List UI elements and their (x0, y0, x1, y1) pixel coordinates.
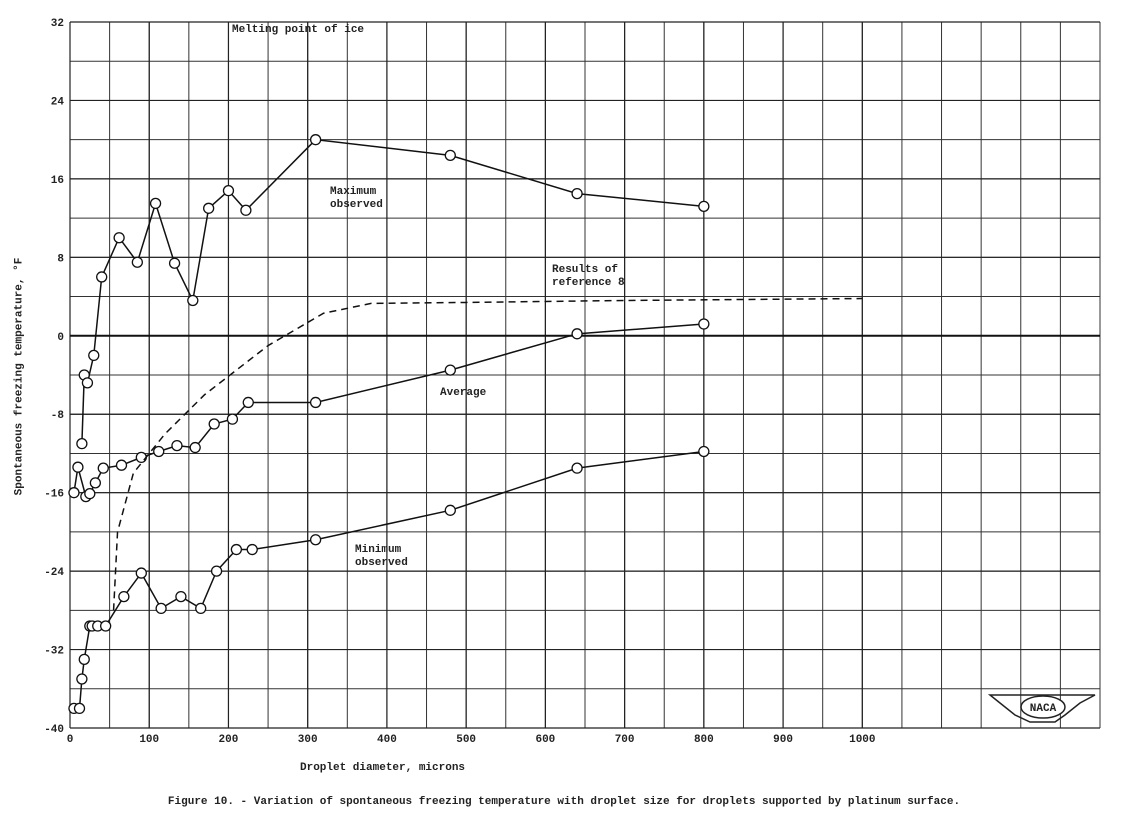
data-point (246, 543, 258, 556)
data-point (88, 349, 100, 362)
y-tick-label: 32 (51, 18, 64, 30)
data-point (97, 462, 109, 474)
data-point (309, 396, 322, 409)
data-point (571, 187, 583, 200)
logo-text: NACA (1030, 703, 1057, 715)
data-point (444, 364, 456, 376)
data-point (96, 271, 108, 283)
data-point (135, 451, 147, 464)
logo-oval (1020, 695, 1066, 719)
data-point (118, 590, 130, 603)
data-point (89, 477, 102, 489)
data-point (444, 504, 456, 516)
data-point (100, 620, 112, 632)
x-tick-label: 0 (67, 734, 74, 746)
y-tick-label: 8 (57, 253, 64, 265)
data-point (698, 445, 710, 458)
series-label: Maximum observed (330, 186, 383, 211)
data-point (155, 602, 167, 615)
data-point (131, 256, 143, 268)
series-label: Minimum observed (355, 544, 408, 569)
data-point (203, 202, 215, 214)
data-point (72, 461, 84, 473)
data-point (153, 445, 165, 458)
data-point (189, 441, 201, 454)
series-line (73, 450, 704, 710)
x-tick-label: 1000 (849, 734, 875, 746)
data-point (76, 673, 88, 685)
series-line (73, 323, 704, 498)
data-point (149, 197, 162, 210)
annotation: Melting point of ice (232, 24, 365, 36)
data-point (168, 257, 181, 269)
x-tick-label: 100 (139, 734, 159, 746)
data-point (571, 462, 583, 474)
data-point (68, 487, 80, 499)
data-point (187, 294, 199, 307)
y-tick-label: 16 (51, 175, 64, 187)
x-tick-label: 200 (219, 734, 239, 746)
data-point (171, 439, 183, 452)
data-point (309, 134, 322, 146)
data-point (226, 413, 239, 425)
naca-logo: NACA (987, 694, 1096, 723)
data-point (242, 396, 254, 409)
y-tick-label: 0 (57, 332, 64, 344)
data-point (135, 567, 147, 579)
series-label: Average (440, 387, 487, 399)
x-tick-label: 400 (377, 734, 397, 746)
x-tick-label: 500 (456, 734, 476, 746)
logo-wings (987, 694, 1096, 723)
y-tick-label: -8 (51, 410, 65, 422)
data-point (230, 543, 243, 556)
data-point (73, 702, 86, 715)
data-point (113, 232, 125, 244)
y-axis-label: Spontaneous freezing temperature, °F (13, 257, 26, 496)
data-point (175, 590, 187, 603)
y-tick-label: -40 (44, 724, 64, 736)
data-point (698, 318, 710, 330)
x-axis-label: Droplet diameter, microns (300, 762, 466, 774)
y-tick-label: -32 (44, 646, 64, 658)
data-point (698, 200, 710, 212)
data-point (208, 418, 220, 430)
data-point (76, 437, 88, 450)
series-label: Results of reference 8 (552, 264, 625, 289)
x-tick-label: 700 (615, 734, 635, 746)
data-point (115, 459, 128, 471)
data-point (571, 328, 583, 340)
data-point (81, 377, 94, 389)
x-tick-label: 900 (773, 734, 793, 746)
data-point (84, 487, 96, 500)
y-tick-label: -24 (44, 567, 64, 579)
data-point (210, 565, 223, 577)
data-point (240, 204, 252, 216)
data-point (195, 602, 207, 615)
data-point (309, 534, 322, 546)
y-tick-label: -16 (44, 489, 64, 501)
data-point (78, 653, 90, 666)
y-tick-label: 24 (51, 96, 65, 108)
caption: Figure 10. - Variation of spontaneous fr… (167, 796, 961, 808)
x-tick-label: 800 (694, 734, 714, 746)
data-point (222, 185, 235, 197)
series-line (112, 297, 863, 611)
x-tick-label: 600 (535, 734, 555, 746)
data-point (444, 149, 456, 162)
x-tick-label: 300 (298, 734, 318, 746)
